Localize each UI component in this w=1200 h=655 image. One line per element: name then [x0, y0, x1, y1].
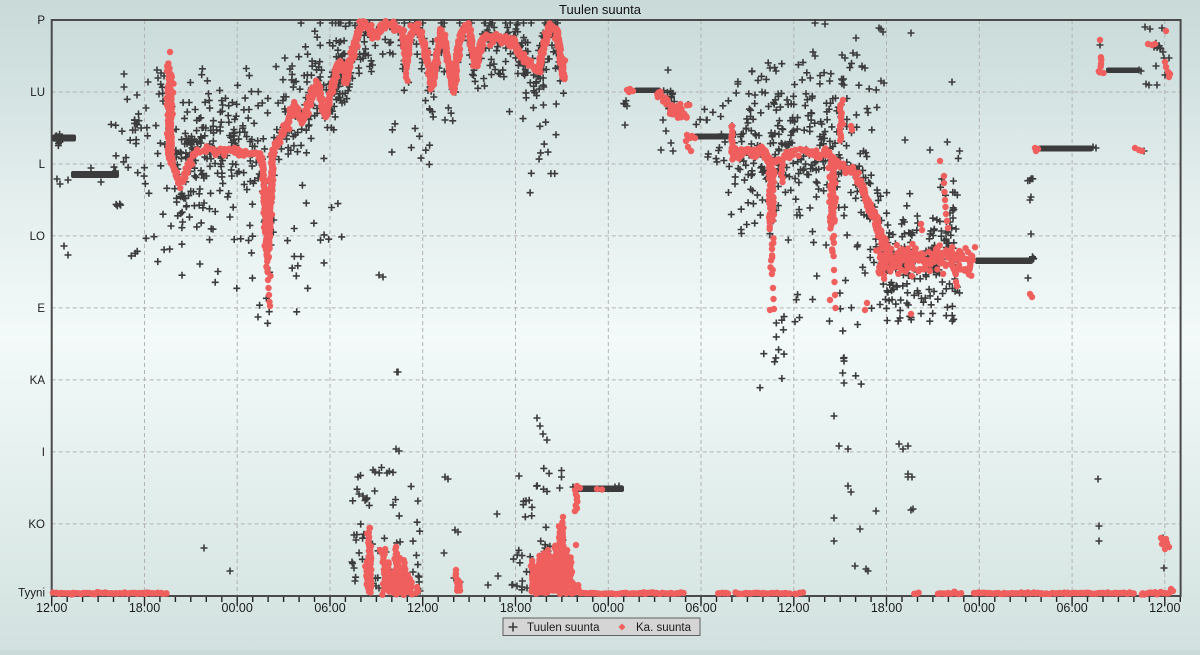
svg-text:KO: KO: [28, 519, 45, 531]
svg-text:12:00: 12:00: [778, 601, 809, 615]
svg-text:06:00: 06:00: [314, 601, 345, 615]
svg-text:06:00: 06:00: [1056, 601, 1087, 615]
svg-text:P: P: [37, 15, 45, 27]
svg-text:LO: LO: [30, 231, 45, 243]
svg-text:Tuulen suunta: Tuulen suunta: [527, 622, 600, 634]
svg-text:18:00: 18:00: [129, 601, 160, 615]
svg-text:12:00: 12:00: [1149, 601, 1180, 615]
svg-text:06:00: 06:00: [685, 601, 716, 615]
svg-text:Ka. suunta: Ka. suunta: [636, 622, 692, 634]
svg-text:00:00: 00:00: [593, 601, 624, 615]
svg-text:18:00: 18:00: [500, 601, 531, 615]
svg-text:00:00: 00:00: [964, 601, 995, 615]
svg-text:KA: KA: [30, 375, 46, 387]
svg-text:L: L: [39, 159, 46, 171]
svg-text:E: E: [37, 303, 45, 315]
svg-text:LU: LU: [30, 87, 45, 99]
svg-text:Tyyni: Tyyni: [18, 588, 45, 600]
svg-text:I: I: [42, 447, 45, 459]
svg-text:Tuulen suunta: Tuulen suunta: [559, 2, 642, 17]
svg-text:12:00: 12:00: [36, 601, 67, 615]
svg-text:18:00: 18:00: [871, 601, 902, 615]
svg-text:12:00: 12:00: [407, 601, 438, 615]
svg-text:00:00: 00:00: [222, 601, 253, 615]
